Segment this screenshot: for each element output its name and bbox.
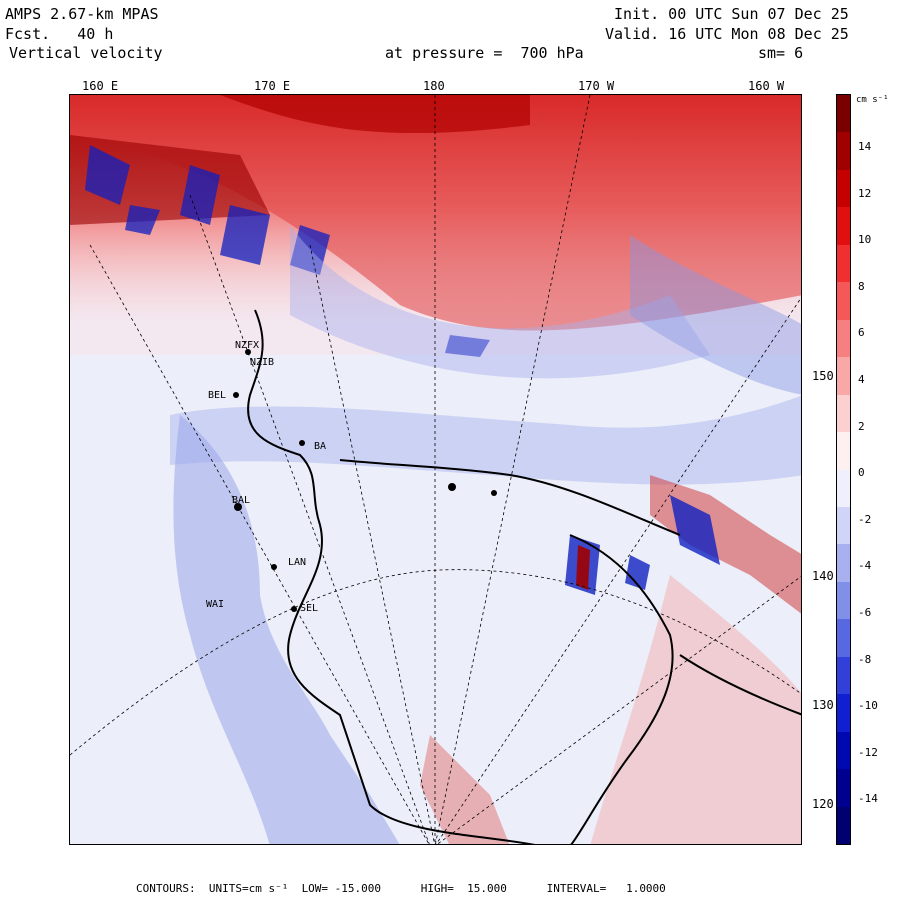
station-label-wai: WAI: [206, 599, 225, 610]
colorbar-swatch: [837, 581, 850, 620]
colorbar-swatch: [837, 806, 850, 844]
colorbar-swatch: [837, 95, 850, 133]
colorbar-swatch: [837, 394, 850, 433]
colorbar-swatch: [837, 506, 850, 545]
colorbar-tick-label: 6: [858, 326, 865, 340]
lon-label-170w: 170 W: [578, 79, 615, 93]
colorbar-tick-label: 4: [858, 373, 865, 386]
colorbar-tick-label: -8: [858, 652, 872, 666]
lon-label-180: 180: [423, 79, 445, 93]
colorbar-tick-label: 0: [858, 466, 865, 480]
station-label-nzib: NZIB: [250, 357, 275, 368]
station-markers: [233, 349, 497, 612]
colorbar-tick-label: 8: [858, 279, 865, 293]
mountain-descent-region: [173, 415, 400, 844]
init-time: Init. 00 UTC Sun 07 Dec 25: [614, 5, 849, 23]
station-label-ba: BA: [314, 441, 327, 452]
descent-band-central: [170, 395, 801, 485]
graticule: [70, 95, 801, 844]
vertical-velocity-map: NZFX NZIB BEL BAL LAN SEL WAI BA: [69, 94, 802, 845]
colorbar-tick-label: -10: [858, 699, 878, 713]
contour-info: CONTOURS: UNITS=cm s⁻¹ LOW= -15.000 HIGH…: [136, 882, 666, 895]
descent-streaks: [85, 145, 490, 357]
colorbar-tick-label: -2: [858, 512, 872, 526]
station-label-bel: BEL: [208, 390, 227, 401]
colorbar-tick-label: 12: [858, 186, 872, 200]
colorbar-tick-label: -4: [858, 559, 872, 573]
colorbar-tick-label: 10: [858, 233, 872, 247]
station-label-bal: BAL: [232, 495, 251, 506]
colorbar-unit: cm s⁻¹: [856, 95, 889, 105]
colorbar: [836, 94, 851, 845]
model-title: AMPS 2.67-km MPAS: [5, 5, 159, 23]
colorbar-swatch: [837, 469, 850, 508]
colorbar-swatch: [837, 282, 850, 321]
colorbar-swatch: [837, 357, 850, 396]
colorbar-tick-label: -14: [858, 792, 878, 806]
colorbar-swatch: [837, 319, 850, 358]
eastern-ascent-region: [590, 575, 801, 844]
colorbar-tick-label: -12: [858, 745, 878, 759]
smoothing: sm= 6: [758, 44, 804, 62]
coastline: [247, 309, 801, 844]
station-label-lan: LAN: [288, 557, 307, 568]
pressure-level: at pressure = 700 hPa: [385, 44, 584, 62]
map-canvas: [70, 95, 801, 844]
colorbar-swatch: [837, 731, 850, 770]
lon-label-160w: 160 W: [748, 79, 785, 93]
station-label-sel: SEL: [300, 603, 319, 614]
colorbar-swatch: [837, 619, 850, 658]
colorbar-swatch: [837, 769, 850, 808]
colorbar-swatch: [837, 244, 850, 283]
station-label-nzfx: NZFX: [235, 340, 260, 351]
colorbar-swatch: [837, 656, 850, 695]
colorbar-swatch: [837, 169, 850, 208]
lon-label-170e: 170 E: [254, 79, 291, 93]
colorbar-swatch: [837, 544, 850, 583]
colorbar-swatch: [837, 132, 850, 171]
forecast-hour: Fcst. 40 h: [5, 25, 114, 43]
colorbar-tick-label: -6: [858, 606, 872, 619]
marie-byrd-couplets: [565, 475, 801, 614]
colorbar-swatch: [837, 207, 850, 246]
colorbar-tick-label: 14: [858, 140, 872, 153]
lon-label-160e: 160 E: [82, 79, 119, 93]
colorbar-swatch: [837, 432, 850, 470]
field-name: Vertical velocity: [9, 44, 163, 62]
colorbar-tick-label: 2: [858, 419, 865, 433]
valid-time: Valid. 16 UTC Mon 08 Dec 25: [605, 25, 849, 43]
colorbar-swatch: [837, 694, 850, 733]
